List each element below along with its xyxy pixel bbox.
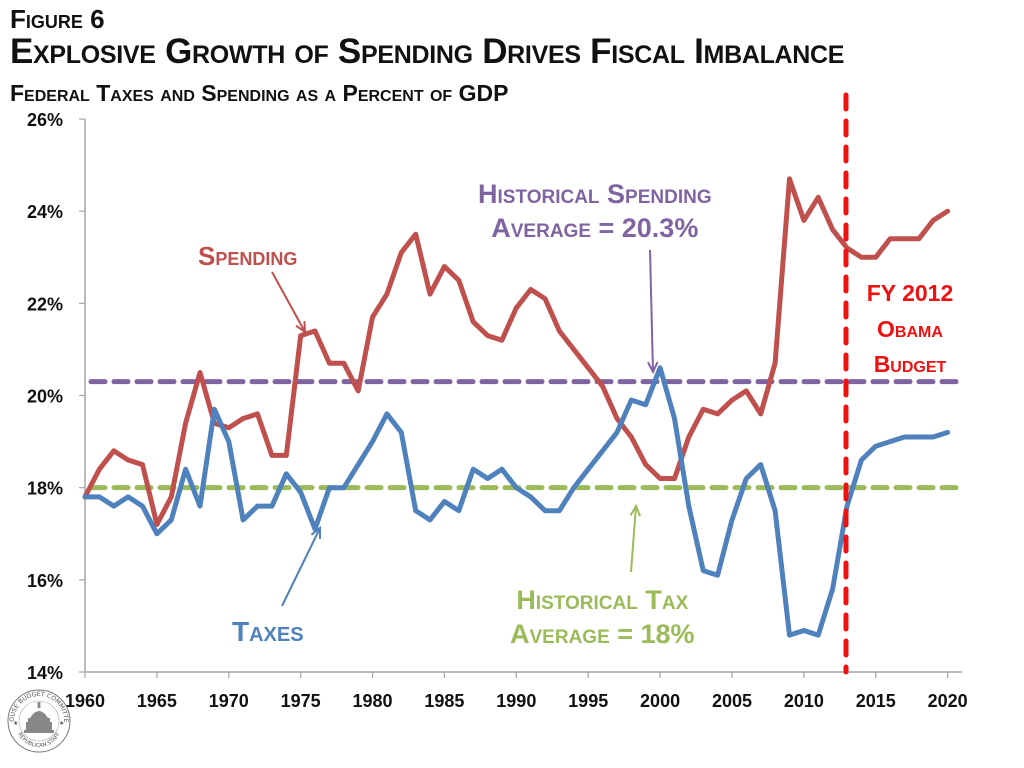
fy2012-line1: FY 2012 [866,280,954,306]
svg-text:★: ★ [13,720,18,727]
spending-average-arrow-shaft [649,249,654,373]
tax-average-arrow [629,503,641,573]
tax-average-arrow-shaft [630,505,637,573]
y-tick-label: 16% [27,571,63,591]
spending-arrow-shaft [271,271,306,333]
taxes-arrow [281,525,322,607]
spending-average-arrow-head [647,361,659,375]
taxes-arrow-shaft [281,527,321,607]
y-tick-label: 26% [27,110,63,130]
taxes-label: Taxes [232,616,304,647]
spending-arrow [271,271,307,335]
y-tick-label: 14% [27,663,63,683]
y-tick-label: 24% [27,202,63,222]
y-tick-label: 20% [27,387,63,407]
y-tick-label: 22% [27,294,63,314]
x-tick-label: 1980 [353,691,393,711]
x-tick-label: 2015 [856,691,896,711]
svg-text:★: ★ [59,720,64,727]
x-tick-label: 1985 [424,691,464,711]
spending-average-arrow [647,249,659,375]
annotation-arrows [271,249,659,607]
fy2012-line2: Obama [877,315,943,342]
tax-average-line1: Historical Tax [516,585,689,615]
figure-label: Figure 6 [10,4,105,34]
x-tick-label: 1975 [281,691,321,711]
capitol-dome-icon [24,702,54,733]
series-lines [82,92,951,675]
x-tick-label: 2000 [640,691,680,711]
spending-average-line1: Historical Spending [478,179,712,209]
taxes-arrow-head [310,525,322,540]
house-budget-committee-seal-icon: HOUSE BUDGET COMMITTEE REPUBLICAN STAFF … [6,688,71,753]
spending-average-label: Historical Spending Average = 20.3% [478,178,712,246]
reference-lines [88,379,961,491]
x-tick-label: 1960 [65,691,105,711]
tax-average-arrow-head [629,503,641,517]
x-tick-label: 2020 [928,691,968,711]
x-tick-label: 2010 [784,691,824,711]
axes: 14% 16% 18% 20% 22% 24% 26% 1960 1965 1970 1975 198… [27,110,968,711]
y-tick-label: 18% [27,479,63,499]
tax-average-line2: Average = 18% [510,618,695,649]
spending-average-line2: Average = 20.3% [491,212,699,243]
spending-label: Spending [198,241,298,271]
spending-arrow-head [295,320,307,335]
tax-average-label: Historical Tax Average = 18% [510,584,695,652]
fy2012-line3: Budget [873,351,947,378]
fy2012-budget-label: FY 2012 Obama Budget [850,276,970,383]
x-tick-label: 1970 [209,691,249,711]
chart-subtitle: Federal Taxes and Spending as a Percent … [10,80,509,106]
chart-title: Explosive Growth of Spending Drives Fisc… [10,32,845,71]
x-tick-label: 2005 [712,691,752,711]
x-tick-label: 1995 [568,691,608,711]
x-tick-label: 1990 [496,691,536,711]
x-tick-label: 1965 [137,691,177,711]
